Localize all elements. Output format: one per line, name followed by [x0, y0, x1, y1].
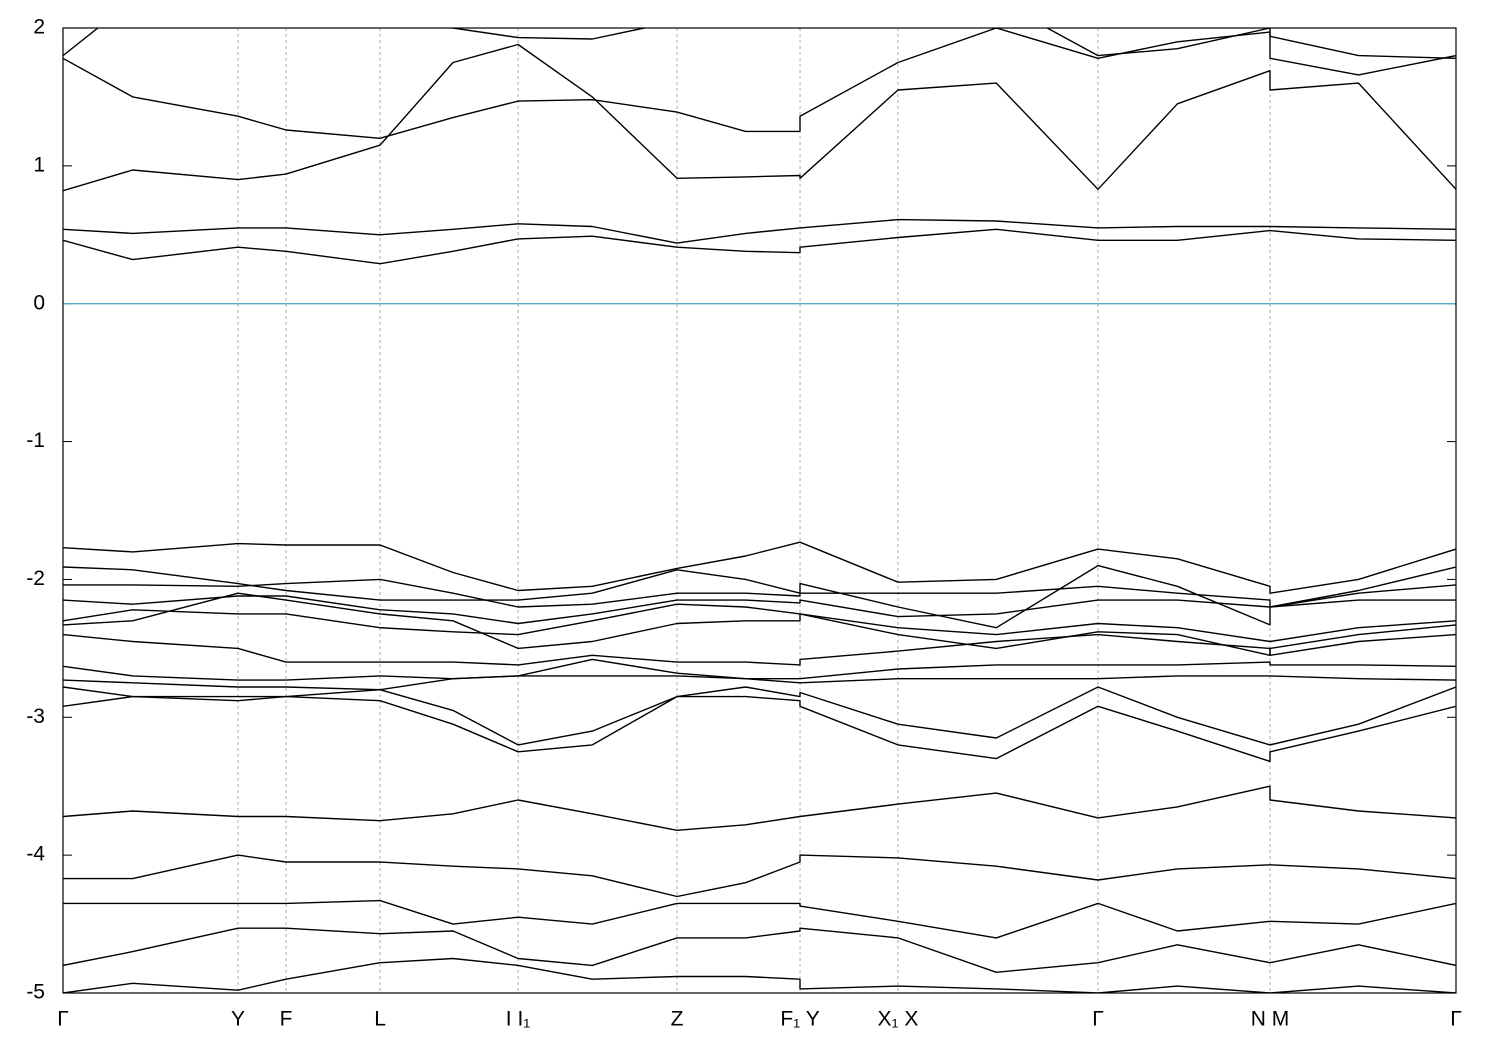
y-tick-label: 2 — [33, 16, 45, 39]
x-tick-label: Z — [671, 1008, 684, 1031]
band-line — [63, 228, 1456, 265]
x-tick-label: Γ — [1092, 1008, 1104, 1031]
x-tick-label: Γ — [1450, 1008, 1462, 1031]
y-tick-label: 1 — [33, 153, 45, 176]
band-line — [63, 28, 1456, 139]
x-tick-label: N M — [1251, 1008, 1290, 1031]
band-line — [63, 899, 1456, 939]
y-tick-label: -1 — [26, 429, 45, 452]
x-tick-label: Y — [231, 1008, 245, 1031]
grid — [62, 27, 1457, 994]
band-line — [63, 603, 1456, 643]
band-line — [63, 633, 1456, 666]
labels: -5 -4 -3 -2 -1 0 1 2 Γ Y F L I I₁ Z F₁ Y X₁ X Γ N M Γ — [26, 16, 1461, 1031]
y-tick-label: -2 — [26, 567, 45, 590]
plot-frame — [62, 27, 1457, 994]
band-line — [63, 675, 1456, 691]
x-tick-label: Γ — [57, 1008, 69, 1031]
band-line — [63, 541, 1456, 594]
band-line — [63, 578, 1456, 608]
band-line — [63, 927, 1456, 973]
x-tick-label: X₁ X — [877, 1008, 918, 1031]
x-tick-label: L — [374, 1008, 386, 1031]
band-line — [63, 686, 1456, 746]
band-line — [63, 695, 1456, 763]
band-line — [63, 43, 1456, 192]
y-tick-label: -3 — [26, 705, 45, 728]
y-tick-label: -4 — [26, 843, 45, 866]
band-line — [63, 218, 1456, 244]
band-line — [63, 564, 1456, 629]
band-line — [63, 592, 1456, 656]
x-tick-label: I I₁ — [506, 1008, 531, 1031]
band-line — [63, 854, 1456, 898]
x-tick-label: F₁ Y — [780, 1008, 819, 1031]
band-line — [63, 595, 1456, 625]
y-tick-label: 0 — [33, 291, 45, 314]
bands — [63, 28, 1456, 993]
band-line — [63, 28, 1456, 76]
band-line — [63, 957, 1456, 993]
band-line — [63, 785, 1456, 831]
y-tick-label: -5 — [26, 981, 45, 1004]
x-tick-label: F — [280, 1008, 293, 1031]
